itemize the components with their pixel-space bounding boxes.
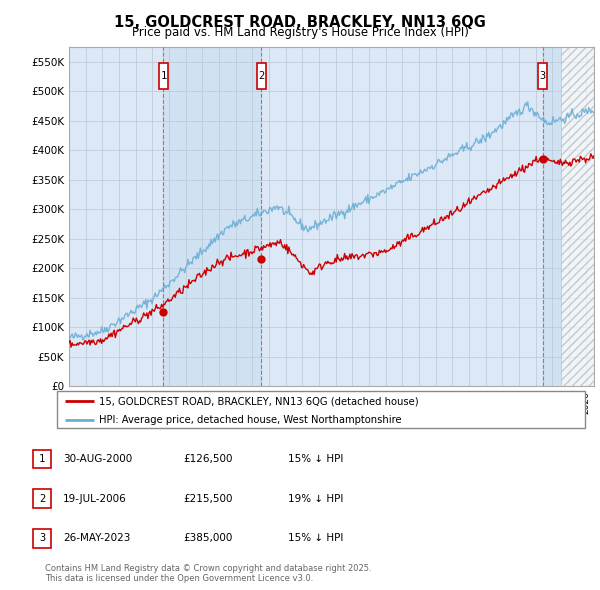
Text: 19% ↓ HPI: 19% ↓ HPI [288, 494, 343, 503]
Text: 2: 2 [39, 494, 45, 503]
Text: 19-JUL-2006: 19-JUL-2006 [63, 494, 127, 503]
Text: 15% ↓ HPI: 15% ↓ HPI [288, 454, 343, 464]
FancyBboxPatch shape [57, 391, 585, 428]
Text: 15, GOLDCREST ROAD, BRACKLEY, NN13 6QG: 15, GOLDCREST ROAD, BRACKLEY, NN13 6QG [114, 15, 486, 30]
Bar [163, 47, 262, 386]
FancyBboxPatch shape [159, 63, 168, 88]
FancyBboxPatch shape [257, 63, 266, 88]
Text: 3: 3 [539, 71, 545, 80]
Text: £126,500: £126,500 [183, 454, 233, 464]
Text: 15, GOLDCREST ROAD, BRACKLEY, NN13 6QG (detached house): 15, GOLDCREST ROAD, BRACKLEY, NN13 6QG (… [99, 396, 419, 407]
Text: £385,000: £385,000 [183, 533, 232, 543]
Text: £215,500: £215,500 [183, 494, 233, 503]
Text: 30-AUG-2000: 30-AUG-2000 [63, 454, 132, 464]
Bar [560, 44, 594, 386]
Text: 1: 1 [39, 454, 45, 464]
Text: Contains HM Land Registry data © Crown copyright and database right 2025.
This d: Contains HM Land Registry data © Crown c… [45, 563, 371, 583]
Text: 26-MAY-2023: 26-MAY-2023 [63, 533, 130, 543]
Text: 3: 3 [39, 533, 45, 543]
Text: HPI: Average price, detached house, West Northamptonshire: HPI: Average price, detached house, West… [99, 415, 402, 425]
Text: Price paid vs. HM Land Registry's House Price Index (HPI): Price paid vs. HM Land Registry's House … [131, 26, 469, 39]
Text: 15% ↓ HPI: 15% ↓ HPI [288, 533, 343, 543]
Bar [542, 47, 560, 386]
Text: 2: 2 [258, 71, 265, 80]
Text: 1: 1 [160, 71, 167, 80]
FancyBboxPatch shape [538, 63, 547, 88]
